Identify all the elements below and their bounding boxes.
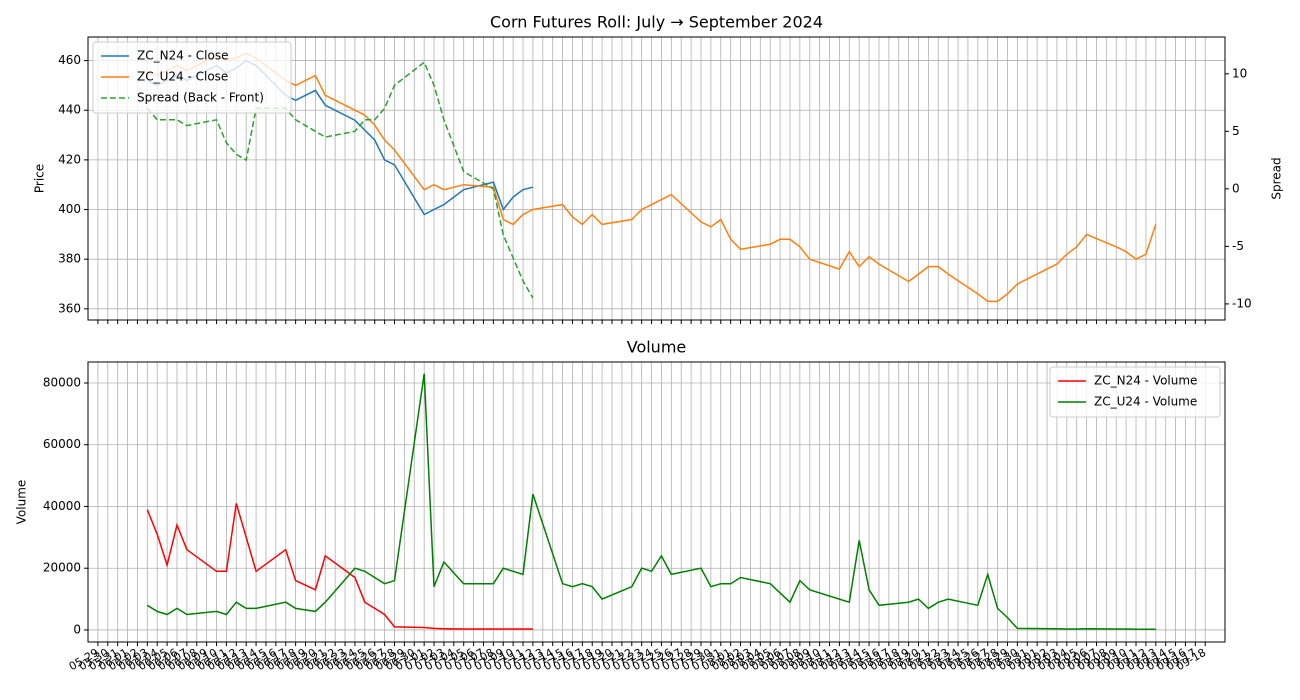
legend-box (1049, 366, 1221, 418)
y2-axis-label: Spread (1270, 157, 1284, 199)
series-line (146, 503, 533, 630)
y2-tick-label: 10 (1232, 66, 1247, 80)
y2-tick-label: -5 (1232, 239, 1244, 253)
y-tick-label: 460 (58, 53, 81, 67)
y-tick-label: 360 (58, 301, 81, 315)
y-tick-label: 80000 (43, 375, 81, 389)
plot-frame (87, 36, 1226, 321)
legend-label: ZC_N24 - Volume (1094, 374, 1197, 388)
y-tick-label: 440 (58, 103, 81, 117)
legend-label: ZC_N24 - Close (137, 49, 229, 63)
y-tick-label: 380 (58, 252, 81, 266)
y-tick-label: 60000 (43, 437, 81, 451)
legend-label: ZC_U24 - Volume (1094, 395, 1197, 409)
chart-title: Volume (627, 338, 687, 357)
series-line (146, 61, 534, 299)
legend-label: ZC_U24 - Close (137, 70, 228, 84)
y-tick-label: 0 (73, 622, 81, 636)
legend-label: Spread (Back - Front) (137, 91, 264, 105)
legend-box (92, 41, 292, 114)
y2-tick-label: -10 (1232, 296, 1252, 310)
y-tick-label: 20000 (43, 561, 81, 575)
chart-title: Corn Futures Roll: July → September 2024 (490, 13, 823, 32)
y-tick-label: 400 (58, 202, 81, 216)
y-axis-label: Price (33, 164, 47, 193)
y2-tick-label: 5 (1232, 124, 1240, 138)
series-line (146, 373, 1156, 631)
y-tick-label: 40000 (43, 499, 81, 513)
y2-tick-label: 0 (1232, 181, 1240, 195)
plot-frame (87, 361, 1226, 643)
series-line (147, 52, 1157, 303)
y-tick-label: 420 (58, 152, 81, 166)
y-axis-label: Volume (15, 480, 29, 525)
